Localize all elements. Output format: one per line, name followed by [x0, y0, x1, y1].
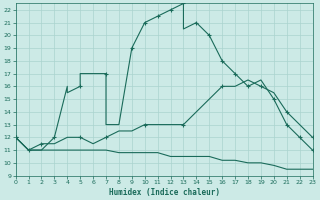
X-axis label: Humidex (Indice chaleur): Humidex (Indice chaleur): [108, 188, 220, 197]
